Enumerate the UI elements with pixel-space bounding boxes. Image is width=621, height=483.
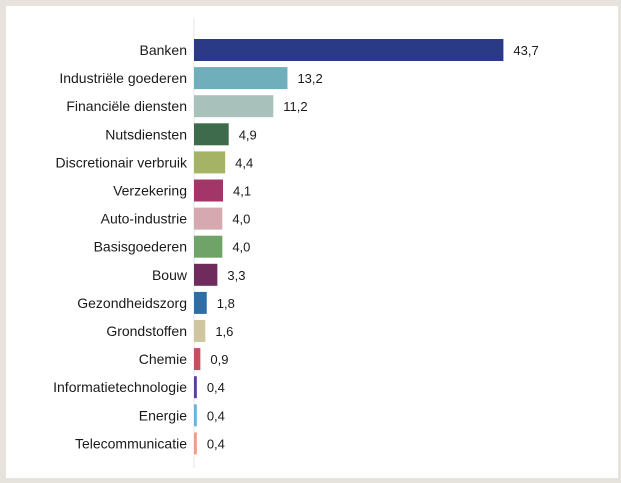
category-label: Basisgoederen [94, 239, 187, 255]
bar [194, 291, 207, 314]
value-label: 11,2 [283, 99, 307, 114]
value-label: 4,4 [235, 155, 253, 170]
value-label: 13,2 [297, 71, 322, 86]
bar [194, 348, 201, 371]
value-label: 4,0 [232, 240, 250, 255]
bar [194, 39, 504, 61]
bar [194, 404, 197, 427]
bar [194, 151, 226, 174]
category-label: Telecommunicatie [75, 435, 187, 451]
bar [194, 95, 274, 118]
bar [194, 376, 197, 399]
bar [194, 123, 229, 146]
category-label: Financiële diensten [66, 98, 187, 114]
bar [194, 263, 218, 286]
value-label: 3,3 [227, 268, 245, 283]
bar [194, 432, 197, 455]
category-label: Energie [139, 407, 187, 423]
value-label: 4,9 [239, 127, 257, 142]
bar [194, 207, 223, 230]
bar [194, 179, 224, 202]
value-label: 1,8 [217, 296, 235, 311]
category-label: Auto-industrie [101, 211, 188, 227]
bar [194, 67, 288, 90]
bar [194, 235, 223, 258]
value-label: 43,7 [513, 43, 538, 58]
value-label: 0,4 [207, 380, 225, 395]
chart-panel: Banken 43,7 Industriële goederen 13,2 Financ… [6, 6, 618, 478]
value-label: 0,4 [207, 436, 225, 451]
category-label: Chemie [139, 351, 187, 367]
bar [194, 320, 206, 342]
category-label: Industriële goederen [59, 70, 187, 86]
value-label: 1,6 [215, 324, 233, 339]
bar-chart: Banken 43,7 Industriële goederen 13,2 Financ… [53, 18, 539, 468]
category-label: Bouw [152, 267, 188, 283]
category-label: Banken [140, 42, 187, 58]
category-label: Informatietechnologie [53, 379, 187, 395]
category-label: Discretionair verbruik [56, 154, 188, 170]
value-label: 0,4 [207, 408, 225, 423]
category-label: Nutsdiensten [105, 126, 187, 142]
value-label: 4,0 [232, 212, 250, 227]
value-label: 0,9 [210, 352, 228, 367]
category-label: Verzekering [113, 183, 187, 199]
category-label: Grondstoffen [106, 323, 187, 339]
value-label: 4,1 [233, 184, 251, 199]
category-label: Gezondheidszorg [77, 295, 187, 311]
